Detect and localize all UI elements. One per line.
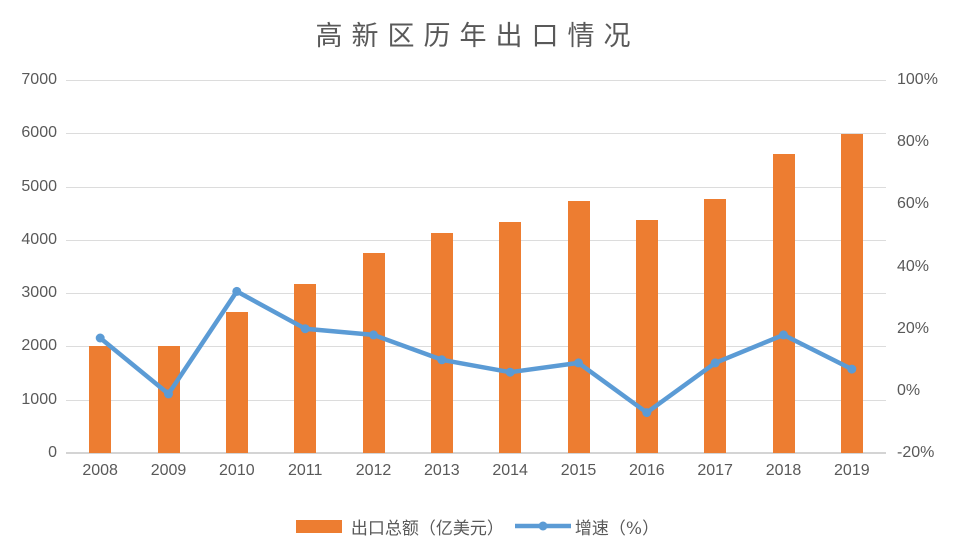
y-axis-right-tick-80%: 80% — [897, 133, 930, 151]
y-axis-right-tick--20%: -20% — [897, 444, 935, 461]
chart-title: 高新区历年出口情况 — [315, 21, 640, 52]
x-axis-tick-2009: 2009 — [150, 462, 187, 479]
line-point-2012 — [369, 330, 378, 340]
y-axis-left-tick-1000: 1000 — [21, 390, 57, 408]
bar-2010 — [225, 312, 248, 453]
legend-line-marker — [538, 521, 548, 531]
x-axis-tick-2018: 2018 — [765, 462, 802, 479]
line-point-2019 — [847, 364, 857, 374]
y-axis-left-tick-3000: 3000 — [21, 284, 57, 302]
legend-bar-swatch — [295, 519, 342, 533]
x-axis-tick-2012: 2012 — [355, 462, 392, 479]
x-axis-tick-2016: 2016 — [629, 462, 665, 479]
growth-line — [97, 289, 855, 415]
bar-2015 — [567, 201, 590, 453]
y-axis-left-tick-5000: 5000 — [21, 177, 57, 195]
bar-2012 — [362, 253, 385, 453]
x-axis-tick-2014: 2014 — [492, 462, 528, 479]
y-axis-left-tick-6000: 6000 — [21, 124, 57, 142]
line-point-2018 — [779, 330, 788, 340]
y-axis-right-tick-60%: 60% — [897, 195, 930, 213]
x-axis-tick-2017: 2017 — [697, 462, 733, 479]
x-axis-tick-2008: 2008 — [82, 462, 118, 479]
legend-line-icon — [514, 521, 571, 531]
y-axis-right-tick-40%: 40% — [897, 257, 930, 275]
gridline-0 — [66, 452, 886, 454]
line-point-2017 — [710, 358, 720, 368]
y-axis-left-tick-7000: 7000 — [21, 71, 57, 88]
y-axis-right-tick-20%: 20% — [897, 319, 930, 337]
gridline-4000 — [66, 239, 886, 241]
y-axis-left-tick-0: 0 — [48, 444, 57, 461]
line-point-2010 — [232, 286, 242, 296]
x-axis-tick-2010: 2010 — [219, 462, 255, 479]
bar-2017 — [704, 199, 727, 453]
bar-2018 — [772, 153, 795, 453]
x-axis-tick-2013: 2013 — [424, 462, 460, 479]
y-axis-right-tick-0%: 0% — [897, 381, 921, 399]
line-point-2014 — [505, 367, 515, 377]
x-axis-tick-2015: 2015 — [560, 462, 597, 479]
gridline-5000 — [66, 186, 886, 188]
gridline-7000 — [66, 80, 886, 81]
x-axis-tick-2019: 2019 — [834, 462, 870, 479]
gridline-3000 — [66, 293, 886, 295]
line-point-2008 — [95, 333, 105, 343]
y-axis-right-tick-100%: 100% — [897, 71, 938, 88]
bar-2019 — [840, 134, 863, 453]
y-axis-left-tick-4000: 4000 — [21, 230, 57, 248]
bar-2008 — [89, 346, 112, 453]
line-point-2011 — [300, 324, 310, 334]
legend: 出口总额（亿美元） 增速（%） — [0, 511, 955, 541]
y-axis-left-tick-2000: 2000 — [21, 337, 57, 355]
line-point-2009 — [164, 389, 173, 399]
gridline-2000 — [66, 346, 886, 348]
line-point-2015 — [574, 358, 583, 368]
gridline-6000 — [66, 133, 886, 135]
bar-2013 — [430, 233, 453, 453]
legend-line-label: 增速（%） — [574, 518, 660, 539]
x-axis-tick-2011: 2011 — [287, 462, 323, 479]
bar-2014 — [499, 222, 522, 453]
legend-bar-label: 出口总额（亿美元） — [350, 518, 504, 539]
bar-2009 — [157, 346, 180, 453]
bar-2016 — [635, 220, 658, 453]
line-point-2013 — [437, 355, 447, 365]
line-point-2016 — [642, 408, 652, 418]
gridline-1000 — [66, 399, 886, 401]
